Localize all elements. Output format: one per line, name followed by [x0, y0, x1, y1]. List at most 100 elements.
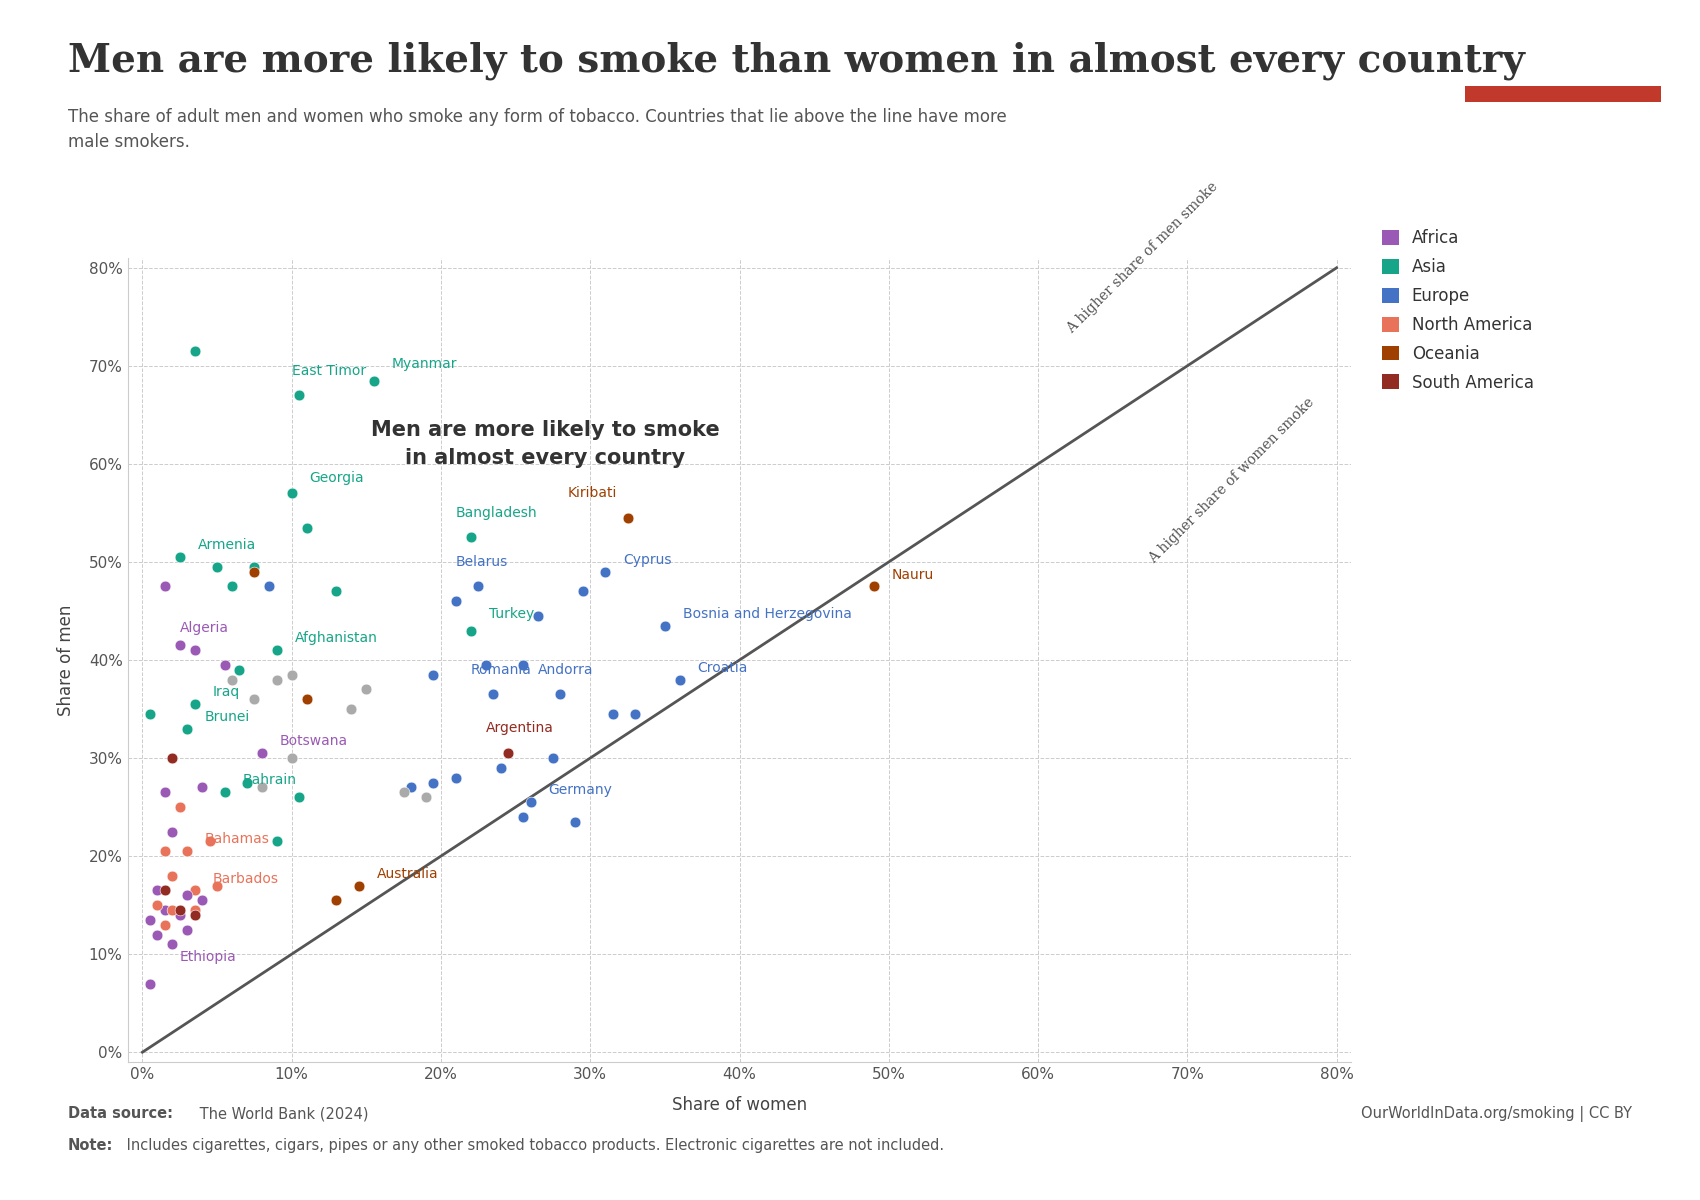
Point: [398, 778, 425, 797]
Point: [241, 562, 269, 581]
Text: Romania: Romania: [471, 662, 532, 677]
Point: [860, 577, 887, 596]
X-axis label: Share of women: Share of women: [672, 1096, 808, 1114]
Point: [570, 582, 597, 601]
Text: The World Bank (2024): The World Bank (2024): [196, 1106, 369, 1121]
Point: [167, 547, 194, 566]
Point: [151, 900, 178, 919]
Point: [614, 509, 641, 528]
Text: Includes cigarettes, cigars, pipes or any other smoked tobacco products. Electro: Includes cigarettes, cigars, pipes or an…: [122, 1138, 945, 1152]
Point: [420, 665, 447, 684]
Point: [517, 792, 544, 811]
Point: [241, 690, 269, 709]
Point: [420, 773, 447, 792]
Point: [323, 890, 350, 910]
Point: [158, 822, 185, 841]
Text: Croatia: Croatia: [697, 661, 748, 674]
Text: Iraq: Iraq: [212, 685, 240, 700]
Text: Afghanistan: Afghanistan: [294, 631, 377, 646]
Point: [248, 778, 275, 797]
Point: [218, 670, 245, 689]
Text: Men are more likely to smoke than women in almost every country: Men are more likely to smoke than women …: [68, 42, 1525, 80]
Point: [182, 900, 209, 919]
Point: [539, 749, 566, 768]
Point: [136, 974, 163, 994]
Point: [488, 758, 515, 778]
Point: [196, 832, 223, 851]
Point: [338, 700, 366, 719]
Point: [182, 881, 209, 900]
Text: Brunei: Brunei: [206, 709, 250, 724]
Point: [167, 798, 194, 817]
Text: OurWorldInData.org/smoking | CC BY: OurWorldInData.org/smoking | CC BY: [1362, 1106, 1632, 1122]
Point: [158, 900, 185, 919]
Text: Men are more likely to smoke
in almost every country: Men are more likely to smoke in almost e…: [371, 420, 719, 468]
Text: in Data: in Data: [1532, 60, 1595, 74]
Text: Kiribati: Kiribati: [568, 486, 617, 500]
Point: [264, 670, 291, 689]
Point: [279, 484, 306, 503]
Text: Turkey: Turkey: [488, 607, 534, 620]
Point: [204, 876, 231, 895]
Point: [248, 744, 275, 763]
Point: [218, 577, 245, 596]
Text: Andorra: Andorra: [537, 662, 593, 677]
Point: [144, 881, 172, 900]
Point: [666, 670, 694, 689]
Text: Bahrain: Bahrain: [243, 774, 296, 787]
Text: Bangladesh: Bangladesh: [456, 505, 537, 520]
Point: [264, 641, 291, 660]
Point: [286, 787, 313, 806]
Point: [173, 886, 201, 905]
Text: A higher share of men smoke: A higher share of men smoke: [1064, 180, 1221, 336]
Text: Georgia: Georgia: [309, 472, 364, 486]
Point: [457, 528, 484, 547]
Point: [226, 660, 253, 679]
Text: Cyprus: Cyprus: [624, 553, 672, 566]
Point: [136, 704, 163, 724]
Point: [510, 808, 537, 827]
Point: [457, 620, 484, 640]
Point: [167, 905, 194, 924]
Text: Argentina: Argentina: [486, 721, 554, 736]
Point: [264, 832, 291, 851]
Point: [211, 782, 238, 802]
Point: [592, 562, 619, 581]
Point: [204, 557, 231, 576]
Point: [292, 518, 320, 538]
Point: [495, 744, 522, 763]
Text: Nauru: Nauru: [892, 568, 933, 582]
Point: [279, 749, 306, 768]
Point: [158, 866, 185, 886]
Text: Ethiopia: Ethiopia: [180, 950, 236, 964]
Text: Note:: Note:: [68, 1138, 114, 1152]
Point: [464, 577, 491, 596]
Point: [173, 719, 201, 738]
Legend: Africa, Asia, Europe, North America, Oceania, South America: Africa, Asia, Europe, North America, Oce…: [1377, 224, 1538, 396]
Point: [598, 704, 626, 724]
Text: The share of adult men and women who smoke any form of tobacco. Countries that l: The share of adult men and women who smo…: [68, 108, 1006, 151]
Point: [182, 695, 209, 714]
Point: [158, 749, 185, 768]
Point: [189, 890, 216, 910]
Point: [442, 768, 469, 787]
Point: [547, 685, 575, 704]
Text: Bahamas: Bahamas: [206, 833, 270, 846]
Text: Myanmar: Myanmar: [391, 356, 457, 371]
Point: [479, 685, 507, 704]
Text: Data source:: Data source:: [68, 1106, 173, 1121]
Text: Our World: Our World: [1520, 32, 1606, 47]
Point: [241, 557, 269, 576]
Text: Germany: Germany: [549, 784, 612, 797]
Text: Algeria: Algeria: [180, 622, 230, 636]
Point: [510, 655, 537, 674]
Point: [151, 841, 178, 860]
Point: [144, 895, 172, 914]
Text: Australia: Australia: [377, 866, 439, 881]
Text: Barbados: Barbados: [212, 871, 279, 886]
Text: Belarus: Belarus: [456, 554, 508, 569]
Point: [651, 616, 678, 635]
Bar: [1465, 86, 1661, 102]
Point: [151, 577, 178, 596]
Point: [323, 582, 350, 601]
